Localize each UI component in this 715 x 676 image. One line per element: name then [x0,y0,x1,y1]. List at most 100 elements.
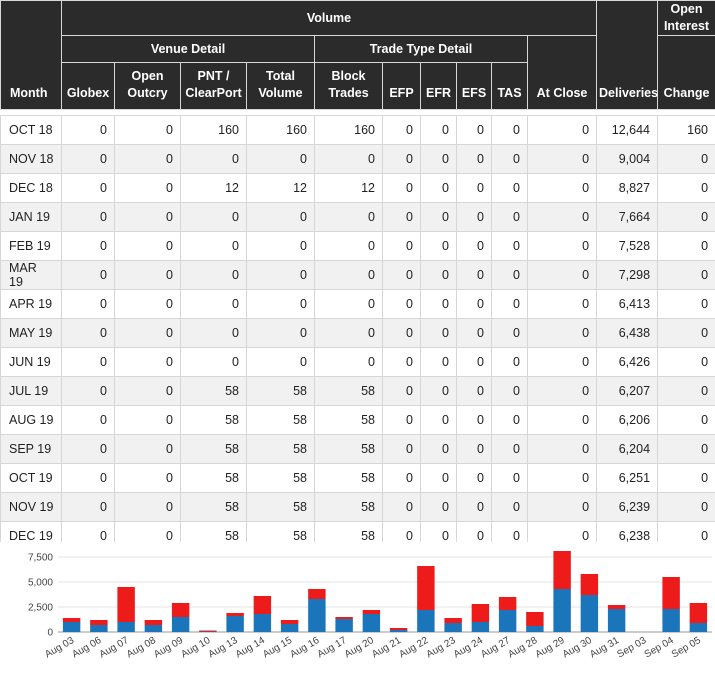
cell-efp: 0 [382,289,421,319]
header-total-volume: Total Volume [246,62,315,110]
x-tick-label: Aug 23 [425,635,458,661]
volume-table-container: Month Volume Deliveries Open Interest Ve… [0,0,715,542]
bar-series-2 [253,596,272,614]
cell-change: 0 [657,463,715,493]
bar-series-2 [417,566,435,610]
cell-at-close: 6,251 [596,463,659,493]
bar-series-1 [199,631,217,632]
cell-at-close: 8,827 [596,173,659,203]
cell-efr: 0 [420,347,457,377]
x-tick-label: Aug 22 [397,635,430,661]
x-tick-label: Aug 13 [207,635,240,661]
cell-efr: 0 [420,173,457,203]
cell-pnt: 58 [180,405,247,435]
cell-pnt: 0 [180,231,247,261]
cell-at-close: 6,438 [596,318,659,348]
cell-efs: 0 [456,376,492,406]
cell-open-outcry: 0 [114,463,181,493]
cell-deliveries: 0 [526,318,598,348]
bar-series-1 [226,616,244,632]
bar-series-2 [362,610,381,614]
cell-efp: 0 [382,115,421,145]
table-row: JUL 19 0 0 58 58 58 0 0 0 0 0 6,207 0 [0,376,715,406]
cell-month: NOV 19 [0,492,62,522]
bar-series-2 [62,618,81,622]
cell-total: 0 [246,347,315,377]
header-deliveries: Deliveries [596,0,658,110]
cell-efp: 0 [382,260,421,290]
cell-globex: 0 [61,202,115,232]
cell-pnt: 0 [180,202,247,232]
cell-block: 0 [314,231,383,261]
x-tick-label: Sep 03 [615,635,648,661]
cell-month: SEP 19 [0,434,62,464]
bar-series-2 [389,628,408,630]
cell-open-outcry: 0 [114,260,181,290]
table-row: OCT 19 0 0 58 58 58 0 0 0 0 0 6,251 0 [0,463,715,493]
cell-total: 0 [246,318,315,348]
header-month: Month [0,0,62,110]
table-row: MAY 19 0 0 0 0 0 0 0 0 0 0 6,438 0 [0,318,715,348]
cell-change: 0 [657,144,715,174]
cell-total: 0 [246,144,315,174]
bar-series-2 [526,612,544,626]
bar-series-1 [689,623,708,632]
cell-deliveries: 0 [526,434,598,464]
table-row: NOV 18 0 0 0 0 0 0 0 0 0 0 9,004 0 [0,144,715,174]
cell-block: 0 [314,347,383,377]
cell-globex: 0 [61,521,115,542]
cell-block: 0 [314,202,383,232]
bar-series-1 [471,622,490,632]
x-tick-label: Aug 27 [479,635,512,661]
x-tick-label: Aug 07 [98,635,131,661]
cell-pnt: 12 [180,173,247,203]
cell-total: 58 [246,405,315,435]
cell-open-outcry: 0 [114,318,181,348]
cell-tas: 0 [491,492,528,522]
cell-efp: 0 [382,202,421,232]
x-tick-label: Aug 20 [343,635,376,661]
x-tick-label: Aug 15 [261,635,294,661]
cell-globex: 0 [61,260,115,290]
cell-at-close: 7,664 [596,202,659,232]
cell-tas: 0 [491,376,528,406]
bar-series-1 [253,614,272,632]
cell-block: 0 [314,289,383,319]
cell-efp: 0 [382,376,421,406]
cell-efs: 0 [456,492,492,522]
cell-at-close: 6,239 [596,492,659,522]
cell-deliveries: 0 [526,173,598,203]
cell-month: MAR 19 [0,260,62,290]
x-tick-label: Aug 16 [288,635,321,661]
cell-efs: 0 [456,405,492,435]
header-trade-type-detail: Trade Type Detail [314,35,528,63]
cell-change: 0 [657,260,715,290]
x-tick-label: Aug 06 [70,635,103,661]
cell-efs: 0 [456,289,492,319]
table-row: OCT 18 0 0 160 160 160 0 0 0 0 0 12,644 160 [0,115,715,145]
cell-efs: 0 [456,144,492,174]
cell-efr: 0 [420,318,457,348]
header-block-trades: Block Trades [314,62,383,110]
cell-total: 0 [246,202,315,232]
cell-deliveries: 0 [526,231,598,261]
cell-pnt: 0 [180,289,247,319]
cell-efp: 0 [382,405,421,435]
cell-efr: 0 [420,405,457,435]
cell-pnt: 0 [180,144,247,174]
bar-series-2 [607,605,626,609]
cell-total: 0 [246,289,315,319]
bar-series-2 [553,551,571,589]
cell-tas: 0 [491,405,528,435]
cell-efs: 0 [456,318,492,348]
cell-efr: 0 [420,521,457,542]
bar-series-2 [471,604,490,622]
header-venue-detail: Venue Detail [61,35,315,63]
header-globex: Globex [61,62,115,110]
cell-tas: 0 [491,202,528,232]
cell-month: JAN 19 [0,202,62,232]
x-tick-label: Aug 10 [179,635,212,661]
cell-open-outcry: 0 [114,173,181,203]
cell-deliveries: 0 [526,521,598,542]
cell-tas: 0 [491,144,528,174]
